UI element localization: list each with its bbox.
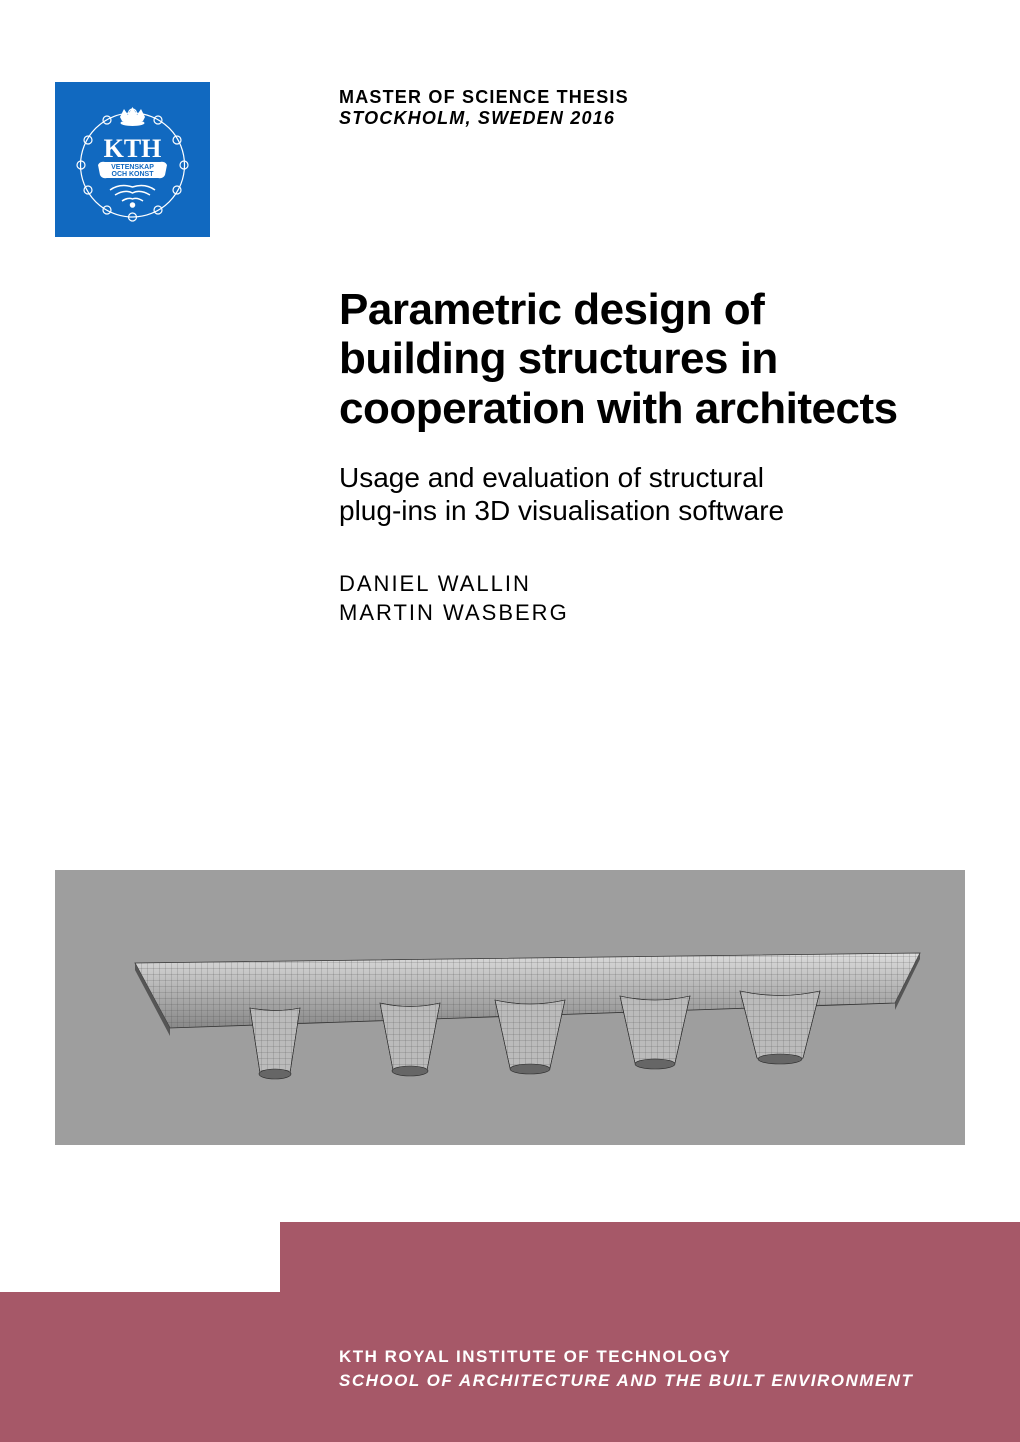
subtitle: Usage and evaluation of structural plug-… — [339, 461, 959, 528]
kth-logo: KTH VETENSKAP OCH KONST — [55, 82, 210, 237]
cover-figure — [55, 870, 965, 1145]
footer-school: SCHOOL OF ARCHITECTURE AND THE BUILT ENV… — [339, 1371, 1020, 1391]
thesis-cover-page: KTH VETENSKAP OCH KONST MASTER OF SCIENC… — [0, 0, 1020, 1442]
title-line-2: building structures in — [339, 334, 778, 383]
authors-block: DANIEL WALLIN MARTIN WASBERG — [339, 570, 959, 627]
footer-bar: KTH ROYAL INSTITUTE OF TECHNOLOGY SCHOOL… — [0, 1292, 1020, 1442]
logo-subtitle-1: VETENSKAP — [111, 164, 154, 171]
location-year-label: STOCKHOLM, SWEDEN 2016 — [339, 108, 629, 129]
logo-acronym: KTH — [104, 134, 162, 163]
main-title: Parametric design of building structures… — [339, 285, 959, 433]
parametric-structure-icon — [75, 908, 945, 1108]
subtitle-line-1: Usage and evaluation of structural — [339, 462, 764, 493]
logo-subtitle-2: OCH KONST — [112, 171, 155, 178]
title-line-1: Parametric design of — [339, 285, 764, 334]
author-2: MARTIN WASBERG — [339, 599, 959, 628]
kth-emblem-icon: KTH VETENSKAP OCH KONST — [70, 95, 195, 225]
title-block: Parametric design of building structures… — [339, 285, 959, 627]
header-block: MASTER OF SCIENCE THESIS STOCKHOLM, SWED… — [339, 87, 629, 129]
thesis-type-label: MASTER OF SCIENCE THESIS — [339, 87, 629, 108]
title-line-3: cooperation with architects — [339, 384, 898, 433]
subtitle-line-2: plug-ins in 3D visualisation software — [339, 495, 784, 526]
author-1: DANIEL WALLIN — [339, 570, 959, 599]
footer-institution: KTH ROYAL INSTITUTE OF TECHNOLOGY — [339, 1347, 1020, 1367]
